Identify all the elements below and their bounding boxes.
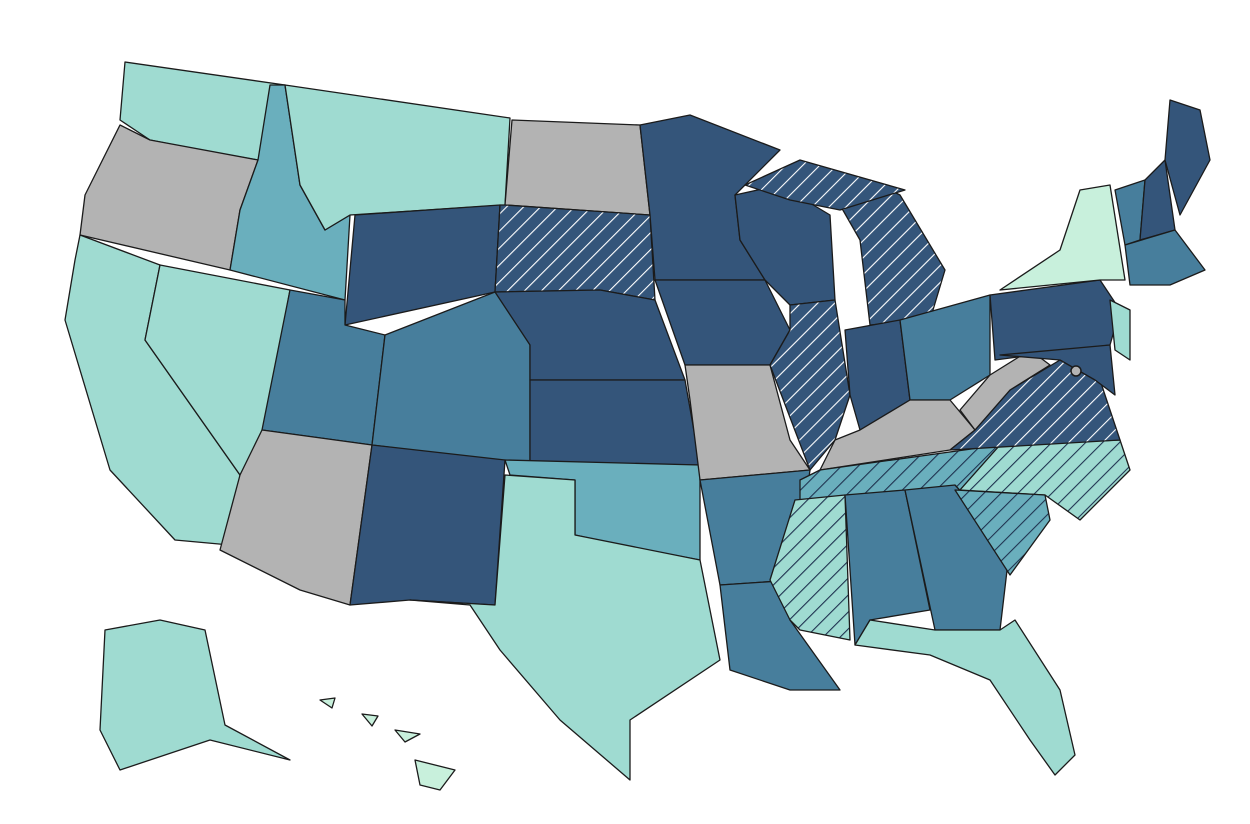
state — [954, 489, 1051, 576]
state — [361, 713, 379, 727]
state — [529, 379, 701, 466]
state — [844, 489, 931, 646]
states — [64, 61, 1211, 791]
state — [371, 289, 531, 466]
state — [854, 619, 1076, 776]
state — [959, 349, 1051, 431]
state — [409, 474, 721, 781]
state — [394, 729, 421, 743]
state — [899, 294, 991, 401]
state — [414, 759, 456, 791]
state — [1124, 229, 1206, 286]
state — [769, 299, 851, 471]
state — [1164, 99, 1211, 216]
state — [504, 119, 651, 216]
state — [1109, 299, 1131, 361]
state — [349, 444, 506, 606]
state — [999, 184, 1126, 291]
state — [999, 344, 1116, 396]
state — [744, 159, 906, 211]
state — [494, 204, 656, 301]
state — [99, 619, 291, 771]
dc-marker — [1070, 365, 1082, 377]
state — [284, 84, 511, 231]
state — [319, 697, 336, 709]
